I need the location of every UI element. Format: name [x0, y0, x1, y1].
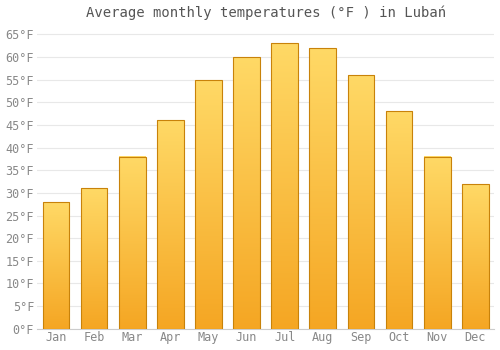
Bar	[424, 157, 450, 329]
Bar	[348, 75, 374, 329]
Bar	[80, 188, 108, 329]
Bar	[386, 111, 412, 329]
Bar	[42, 202, 69, 329]
Bar	[272, 43, 298, 329]
Bar	[310, 48, 336, 329]
Title: Average monthly temperatures (°F ) in Lubań: Average monthly temperatures (°F ) in Lu…	[86, 6, 446, 20]
Bar	[119, 157, 146, 329]
Bar	[233, 57, 260, 329]
Bar	[462, 184, 488, 329]
Bar	[157, 120, 184, 329]
Bar	[195, 80, 222, 329]
